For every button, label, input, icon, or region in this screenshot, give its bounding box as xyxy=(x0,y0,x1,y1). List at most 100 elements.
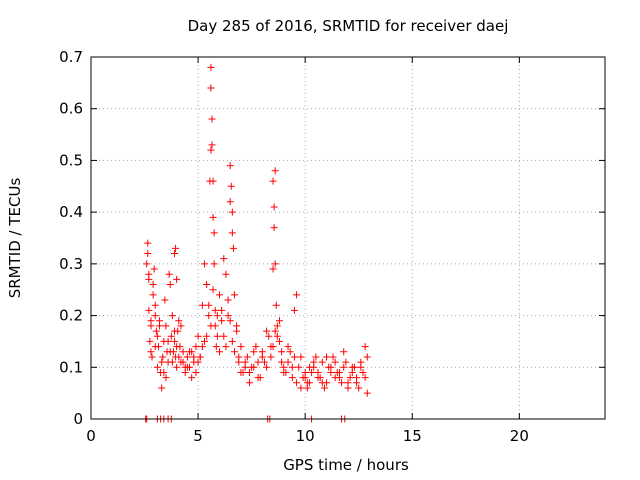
data-point xyxy=(228,229,236,237)
data-point xyxy=(183,353,191,361)
data-point xyxy=(212,343,220,351)
data-point xyxy=(297,384,305,392)
x-tick-label: 10 xyxy=(296,427,315,445)
data-point xyxy=(145,270,153,278)
data-point xyxy=(245,379,253,387)
data-point xyxy=(243,353,251,361)
data-point xyxy=(171,337,179,345)
grid-layer xyxy=(91,57,605,419)
data-point xyxy=(252,343,260,351)
data-point xyxy=(361,343,369,351)
x-axis-label: GPS time / hours xyxy=(283,456,409,474)
data-point xyxy=(265,332,273,340)
data-point xyxy=(269,265,277,273)
data-point xyxy=(224,312,232,320)
data-point xyxy=(150,265,158,273)
data-point xyxy=(208,141,216,149)
data-point xyxy=(173,343,181,351)
data-point xyxy=(235,358,243,366)
y-tick-label: 0 xyxy=(73,410,83,428)
data-point xyxy=(196,353,204,361)
data-point xyxy=(167,332,175,340)
data-point xyxy=(207,63,215,71)
data-point xyxy=(222,343,230,351)
data-point xyxy=(233,322,241,330)
data-point xyxy=(162,322,170,330)
data-point xyxy=(350,363,358,371)
data-point xyxy=(338,379,346,387)
data-point xyxy=(166,281,174,289)
data-point xyxy=(323,379,331,387)
y-tick-label: 0.5 xyxy=(59,151,83,169)
data-point xyxy=(149,281,157,289)
data-point xyxy=(198,301,206,309)
data-point xyxy=(147,317,155,325)
x-tick-label: 20 xyxy=(510,427,529,445)
data-point xyxy=(175,353,183,361)
data-point xyxy=(216,348,223,356)
data-point xyxy=(312,353,320,361)
chart-title: Day 285 of 2016, SRMTID for receiver dae… xyxy=(188,17,509,35)
data-point xyxy=(216,291,223,299)
data-point xyxy=(210,229,218,237)
data-point xyxy=(353,379,361,387)
data-point xyxy=(267,353,275,361)
data-point xyxy=(208,115,216,123)
data-point xyxy=(209,177,217,185)
data-point xyxy=(363,353,371,361)
data-point xyxy=(344,384,352,392)
data-point xyxy=(230,291,238,299)
data-point xyxy=(145,306,153,314)
data-point xyxy=(297,353,305,361)
data-point xyxy=(207,84,215,92)
data-point xyxy=(171,250,179,258)
data-point xyxy=(171,327,179,335)
data-point xyxy=(275,317,283,325)
data-point xyxy=(288,363,296,371)
data-point xyxy=(207,322,215,330)
data-point xyxy=(293,379,301,387)
data-point xyxy=(173,275,181,283)
data-point xyxy=(190,353,198,361)
data-point xyxy=(205,312,213,320)
data-point xyxy=(226,317,234,325)
data-point xyxy=(207,146,215,154)
data-point xyxy=(220,255,228,263)
data-point xyxy=(194,358,202,366)
data-point xyxy=(359,368,367,376)
data-point xyxy=(149,291,157,299)
data-point xyxy=(250,363,258,371)
data-point xyxy=(168,358,176,366)
data-point xyxy=(172,244,180,252)
data-point xyxy=(226,162,234,170)
data-point xyxy=(201,337,209,345)
data-point xyxy=(361,374,369,382)
data-point xyxy=(273,322,281,330)
data-point xyxy=(278,358,286,366)
data-point xyxy=(237,343,245,351)
x-tick-label: 5 xyxy=(193,427,203,445)
data-point xyxy=(278,348,286,356)
data-point xyxy=(211,306,219,314)
data-point xyxy=(269,177,277,185)
data-point xyxy=(158,384,166,392)
data-point xyxy=(271,167,279,175)
data-point xyxy=(340,348,348,356)
data-point xyxy=(166,348,174,356)
data-point xyxy=(363,389,371,397)
data-point xyxy=(342,358,350,366)
data-point xyxy=(148,353,156,361)
y-tick-label: 0.7 xyxy=(59,48,83,66)
data-point xyxy=(290,306,298,314)
data-point xyxy=(357,363,365,371)
data-point xyxy=(260,358,268,366)
data-point xyxy=(325,363,333,371)
data-point xyxy=(271,327,279,335)
data-point xyxy=(144,239,152,247)
data-point xyxy=(153,363,161,371)
data-point xyxy=(229,244,237,252)
data-point xyxy=(147,348,155,356)
data-point xyxy=(173,363,181,371)
data-point xyxy=(205,301,213,309)
data-point xyxy=(198,343,206,351)
